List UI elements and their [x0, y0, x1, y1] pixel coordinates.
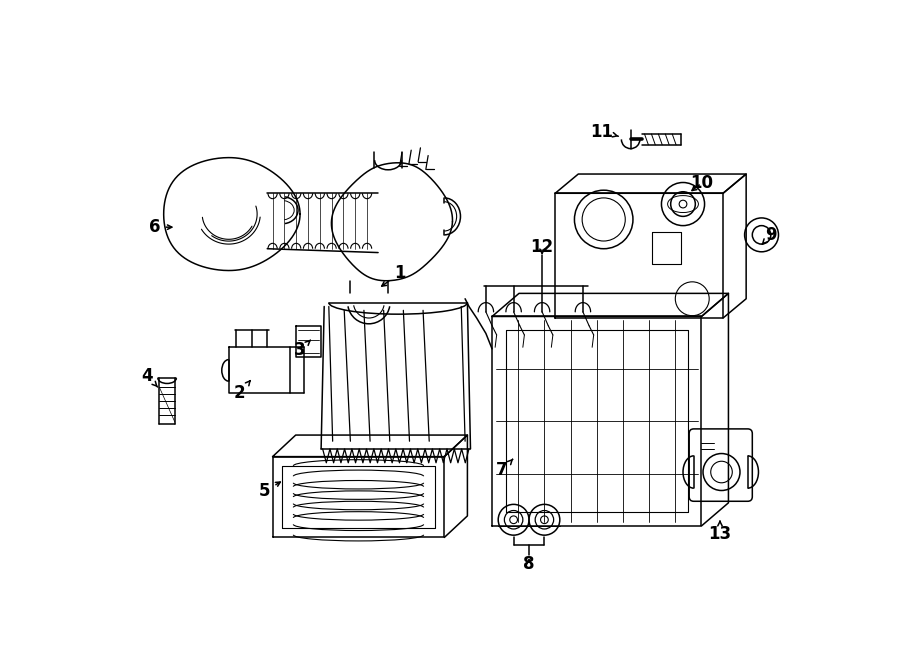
- Text: 2: 2: [234, 381, 250, 403]
- Text: 5: 5: [259, 482, 280, 500]
- Text: 8: 8: [523, 555, 535, 574]
- Text: 7: 7: [496, 459, 513, 479]
- Text: 12: 12: [530, 238, 554, 256]
- Text: 3: 3: [293, 340, 310, 360]
- Text: 11: 11: [590, 123, 618, 141]
- Text: 1: 1: [382, 264, 405, 286]
- Text: 10: 10: [690, 175, 713, 192]
- Text: 4: 4: [141, 367, 158, 387]
- Text: 6: 6: [149, 218, 172, 236]
- Text: 9: 9: [762, 226, 777, 245]
- Text: 13: 13: [708, 522, 732, 543]
